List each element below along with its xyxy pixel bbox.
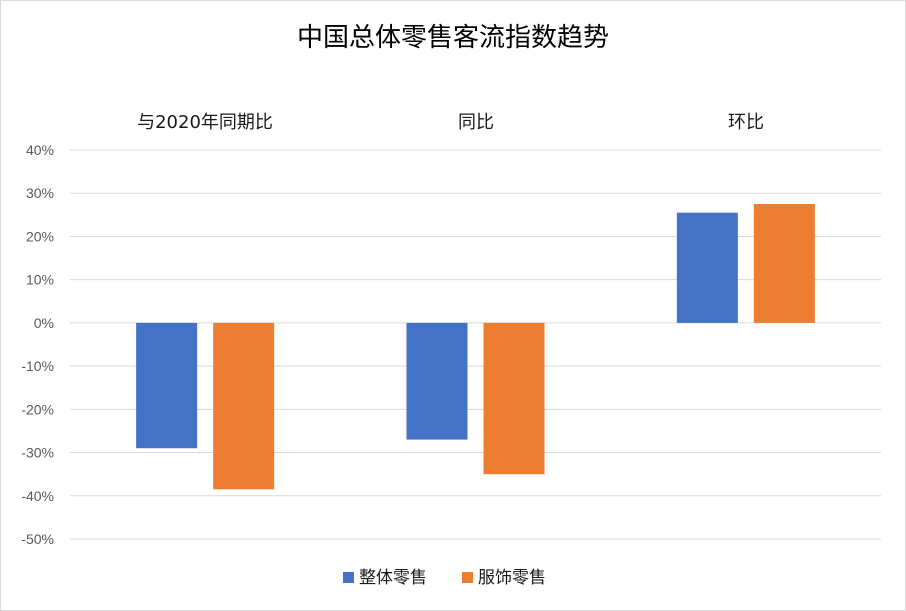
gridlines xyxy=(70,149,881,540)
bar-0-0 xyxy=(136,322,198,449)
chart-title: 中国总体零售客流指数趋势 xyxy=(297,23,609,53)
legend-swatch-1 xyxy=(462,572,473,583)
y-tick-label: -50% xyxy=(21,531,54,547)
y-tick-label: -40% xyxy=(21,488,54,504)
y-tick-label: 40% xyxy=(26,142,54,158)
y-tick-label: 20% xyxy=(26,228,54,244)
y-tick-label: 10% xyxy=(26,272,54,288)
legend-label-0: 整体零售 xyxy=(359,568,427,588)
y-axis-ticks: 40% 30% 20% 10% 0% -10% -20% -30% -40% -50% xyxy=(21,142,54,547)
bar-2-0 xyxy=(676,212,738,323)
y-tick-label: -20% xyxy=(21,401,54,417)
y-tick-label: 0% xyxy=(34,315,54,331)
bar-1-0 xyxy=(406,322,468,440)
bars xyxy=(136,204,815,490)
y-tick-label: -30% xyxy=(21,445,54,461)
y-tick-label: -10% xyxy=(21,358,54,374)
bar-1-1 xyxy=(483,322,545,475)
legend-swatch-0 xyxy=(343,572,354,583)
legend: 整体零售 服饰零售 xyxy=(343,568,546,588)
category-label-1: 同比 xyxy=(458,112,494,133)
bar-0-1 xyxy=(213,322,275,490)
category-label-2: 环比 xyxy=(728,112,764,133)
legend-label-1: 服饰零售 xyxy=(478,568,546,588)
bar-2-1 xyxy=(753,204,815,323)
y-tick-label: 30% xyxy=(26,185,54,201)
category-label-0: 与2020年同期比 xyxy=(137,112,273,133)
